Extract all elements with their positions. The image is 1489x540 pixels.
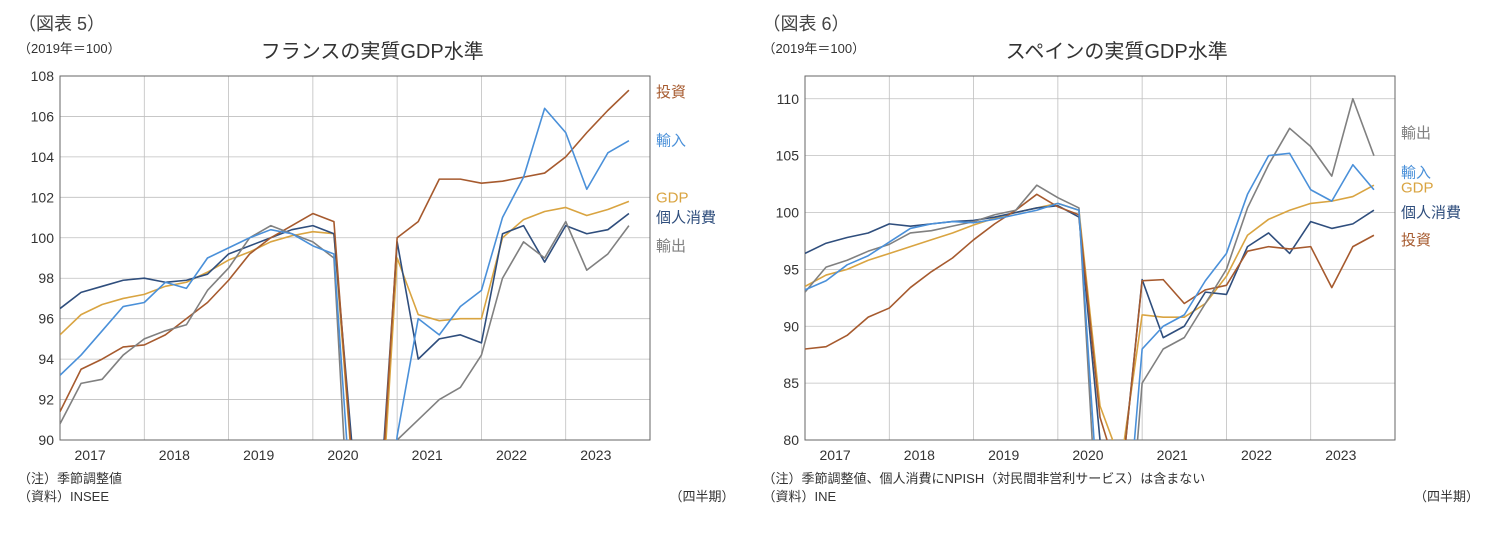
svg-text:100: 100 [775,205,799,221]
svg-text:110: 110 [776,91,799,107]
series-label: 輸入 [1401,165,1431,182]
series-label: GDP [1401,179,1434,196]
svg-text:102: 102 [31,189,55,205]
chart-panel-0: （図表 5）（2019年＝100）フランスの実質GDP水準90929496981… [10,10,735,505]
series-label: 投資 [656,84,686,101]
svg-text:98: 98 [38,270,54,286]
series-label: GDP [656,189,689,206]
svg-text:90: 90 [783,318,799,334]
chart-note-line: （注）季節調整値、個人消費にNPISH（対民間非営利サービス）は含まない [763,470,1206,488]
svg-text:96: 96 [38,311,54,327]
series-label: 個人消費 [1401,205,1461,222]
series-line [60,108,629,468]
chart-note-line: （資料）INSEE [18,488,122,506]
figure-label: （図表 5） [18,10,735,36]
svg-text:2020: 2020 [1072,447,1103,463]
line-chart: 90 92 94 96 98 100 102 104 106 108 2017 2018 2019 202… [10,68,730,468]
chart-note-line: （注）季節調整値 [18,470,122,488]
x-axis-unit-label: （四半期） [669,488,734,506]
svg-text:2021: 2021 [412,447,443,463]
series-line [805,206,1374,468]
series-label: 輸出 [1401,125,1431,142]
svg-text:106: 106 [31,108,55,124]
svg-text:85: 85 [783,375,799,391]
svg-text:2022: 2022 [1240,447,1271,463]
chart-note-line: （資料）INE [763,488,1206,506]
svg-text:2017: 2017 [75,447,106,463]
svg-text:80: 80 [783,432,799,448]
svg-text:90: 90 [38,432,54,448]
line-chart: 80 85 90 95 100 105 110 2017 2018 2019 2020 2021 202… [755,68,1475,468]
series-label: 個人消費 [656,210,716,227]
svg-text:2019: 2019 [243,447,274,463]
svg-text:2021: 2021 [1156,447,1187,463]
svg-text:2020: 2020 [327,447,358,463]
svg-text:2018: 2018 [903,447,934,463]
svg-text:108: 108 [31,68,55,84]
svg-text:2023: 2023 [1325,447,1356,463]
chart-notes: （注）季節調整値（資料）INSEE （四半期） [18,470,735,505]
svg-text:92: 92 [38,392,54,408]
svg-text:2017: 2017 [819,447,850,463]
svg-text:2022: 2022 [496,447,527,463]
svg-text:104: 104 [31,149,55,165]
chart-panel-1: （図表 6）（2019年＝100）スペインの実質GDP水準80859095100… [755,10,1480,505]
svg-text:2023: 2023 [580,447,611,463]
series-line [60,214,629,468]
series-label: 輸出 [656,238,686,255]
chart-notes: （注）季節調整値、個人消費にNPISH（対民間非営利サービス）は含まない（資料）… [763,470,1480,505]
figure-label: （図表 6） [763,10,1480,36]
series-line [60,201,629,468]
svg-text:2018: 2018 [159,447,190,463]
series-label: 輸入 [656,133,686,150]
x-axis-unit-label: （四半期） [1414,488,1479,506]
svg-text:94: 94 [38,351,54,367]
svg-text:105: 105 [775,148,799,164]
svg-text:95: 95 [783,261,799,277]
series-label: 投資 [1401,232,1431,249]
svg-text:100: 100 [31,230,55,246]
svg-text:2019: 2019 [988,447,1019,463]
